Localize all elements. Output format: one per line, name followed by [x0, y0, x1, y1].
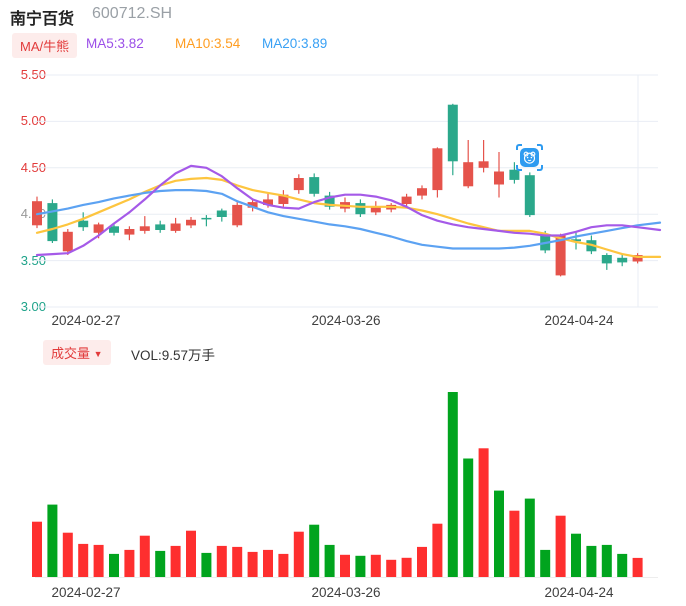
x-axis-date-label: 2024-02-27 [51, 585, 121, 600]
y-axis-label: 3.50 [20, 252, 46, 268]
bear-face-icon [520, 148, 540, 168]
ma5-value-label: MA5:3.82 [86, 36, 144, 51]
volume-indicator-dropdown[interactable]: 成交量 ▼ [43, 340, 111, 365]
grid-lines [35, 74, 658, 308]
stock-name: 南宁百货 [10, 11, 75, 28]
volume-value-label: VOL:9.57万手 [131, 348, 216, 363]
x-axis-date-label: 2024-02-27 [51, 313, 121, 328]
ma10-value-label: MA10:3.54 [175, 36, 241, 51]
volume-indicator-label: 成交量 [51, 346, 91, 361]
x-axis-date-label: 2024-03-26 [311, 313, 381, 328]
chevron-down-icon: ▼ [93, 349, 103, 359]
bear-marker-icon[interactable] [516, 144, 544, 172]
x-axis-date-label: 2024-03-26 [311, 585, 381, 600]
candlestick-series [32, 103, 643, 277]
ma20-line [35, 189, 662, 250]
volume-series [32, 392, 643, 577]
x-axis-date-label: 2024-04-24 [544, 585, 614, 600]
ma5-line [35, 164, 662, 257]
x-axis-date-label: 2024-04-24 [544, 313, 614, 328]
bracket-corner [537, 165, 544, 172]
stock-symbol: 600712.SH [92, 5, 173, 22]
y-axis-label: 4.50 [20, 159, 46, 175]
y-axis-label: 3.00 [20, 299, 46, 314]
ma10-line [35, 176, 662, 258]
y-axis-label: 5.00 [20, 113, 46, 129]
bracket-corner [537, 144, 544, 151]
y-axis-label: 5.50 [20, 67, 46, 82]
bracket-corner [516, 144, 523, 151]
indicator-tab-ma-bullbear[interactable]: MA/牛熊 [12, 33, 78, 58]
y-axis-label: 4.00 [20, 206, 46, 222]
ma20-value-label: MA20:3.89 [262, 36, 328, 51]
